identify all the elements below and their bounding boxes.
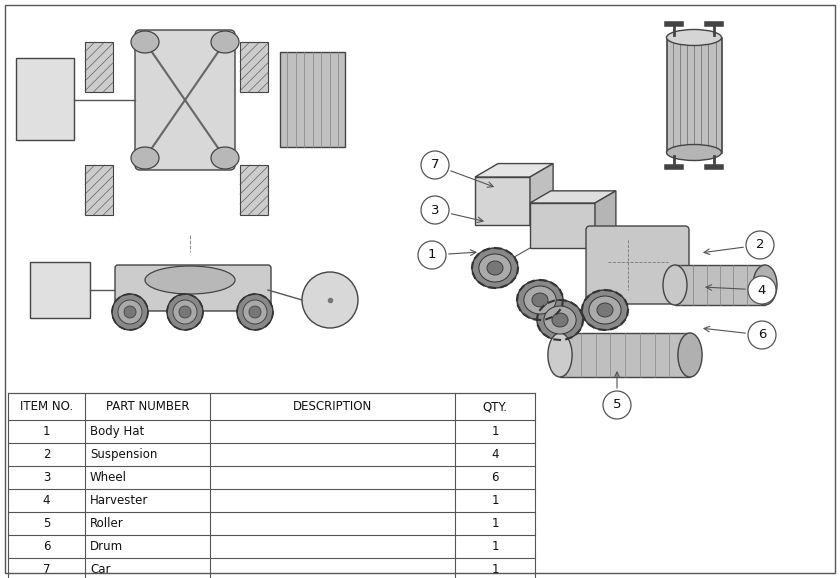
Ellipse shape <box>597 303 613 317</box>
Ellipse shape <box>552 313 568 327</box>
Bar <box>675 265 765 305</box>
Text: 1: 1 <box>491 563 499 576</box>
Text: Body Hat: Body Hat <box>90 425 144 438</box>
Bar <box>8 393 535 578</box>
Polygon shape <box>595 191 616 248</box>
Ellipse shape <box>666 29 722 46</box>
Ellipse shape <box>145 266 235 294</box>
Text: 1: 1 <box>491 540 499 553</box>
FancyBboxPatch shape <box>115 265 271 311</box>
Text: DESCRIPTION: DESCRIPTION <box>293 400 372 413</box>
Ellipse shape <box>472 248 518 288</box>
Ellipse shape <box>249 306 261 318</box>
Text: 6: 6 <box>491 471 499 484</box>
Text: 6: 6 <box>43 540 50 553</box>
Ellipse shape <box>112 294 148 330</box>
Ellipse shape <box>173 300 197 324</box>
Polygon shape <box>475 164 553 177</box>
Circle shape <box>748 276 776 304</box>
Circle shape <box>746 231 774 259</box>
Text: PART NUMBER: PART NUMBER <box>106 400 189 413</box>
Circle shape <box>302 272 358 328</box>
Polygon shape <box>530 203 595 248</box>
Text: Roller: Roller <box>90 517 123 530</box>
Text: 4: 4 <box>758 283 766 297</box>
Circle shape <box>418 241 446 269</box>
Ellipse shape <box>118 300 142 324</box>
Ellipse shape <box>179 306 191 318</box>
Text: 3: 3 <box>43 471 50 484</box>
Ellipse shape <box>663 265 687 305</box>
Ellipse shape <box>479 254 511 282</box>
Text: 5: 5 <box>612 398 622 412</box>
Text: 1: 1 <box>491 517 499 530</box>
Polygon shape <box>530 164 553 225</box>
Text: 2: 2 <box>43 448 50 461</box>
Ellipse shape <box>678 333 702 377</box>
Text: Suspension: Suspension <box>90 448 157 461</box>
Bar <box>16 58 74 140</box>
Ellipse shape <box>487 261 503 275</box>
Text: 4: 4 <box>491 448 499 461</box>
Circle shape <box>748 321 776 349</box>
Ellipse shape <box>753 265 777 305</box>
Ellipse shape <box>243 300 267 324</box>
FancyBboxPatch shape <box>135 30 235 170</box>
Ellipse shape <box>582 290 628 330</box>
Ellipse shape <box>517 280 563 320</box>
Ellipse shape <box>124 306 136 318</box>
Ellipse shape <box>237 294 273 330</box>
Text: 7: 7 <box>431 158 439 172</box>
Text: Drum: Drum <box>90 540 123 553</box>
Polygon shape <box>530 191 616 203</box>
Bar <box>560 333 690 377</box>
Text: 6: 6 <box>758 328 766 342</box>
Bar <box>85 42 113 92</box>
Ellipse shape <box>131 147 159 169</box>
Circle shape <box>421 151 449 179</box>
Ellipse shape <box>548 333 572 377</box>
Ellipse shape <box>524 286 556 314</box>
Ellipse shape <box>211 147 239 169</box>
Ellipse shape <box>544 306 576 334</box>
Ellipse shape <box>537 300 583 340</box>
Circle shape <box>421 196 449 224</box>
Text: Harvester: Harvester <box>90 494 149 507</box>
Text: 1: 1 <box>491 494 499 507</box>
Text: 1: 1 <box>428 249 436 261</box>
Text: 5: 5 <box>43 517 50 530</box>
Polygon shape <box>475 177 530 225</box>
Text: 4: 4 <box>43 494 50 507</box>
Ellipse shape <box>167 294 203 330</box>
Ellipse shape <box>211 31 239 53</box>
Ellipse shape <box>532 293 548 307</box>
Bar <box>240 165 268 215</box>
Ellipse shape <box>589 296 621 324</box>
Text: 3: 3 <box>431 203 439 217</box>
Text: 7: 7 <box>43 563 50 576</box>
Text: ITEM NO.: ITEM NO. <box>20 400 73 413</box>
Text: QTY.: QTY. <box>482 400 507 413</box>
FancyBboxPatch shape <box>586 226 689 304</box>
Text: 1: 1 <box>491 425 499 438</box>
Bar <box>666 38 722 153</box>
Ellipse shape <box>131 31 159 53</box>
Bar <box>30 262 90 318</box>
Text: 1: 1 <box>43 425 50 438</box>
Circle shape <box>603 391 631 419</box>
Ellipse shape <box>666 144 722 161</box>
Text: Car: Car <box>90 563 111 576</box>
Text: 2: 2 <box>756 239 764 251</box>
Bar <box>280 52 345 147</box>
Bar <box>240 42 268 92</box>
Text: Wheel: Wheel <box>90 471 127 484</box>
Bar <box>85 165 113 215</box>
